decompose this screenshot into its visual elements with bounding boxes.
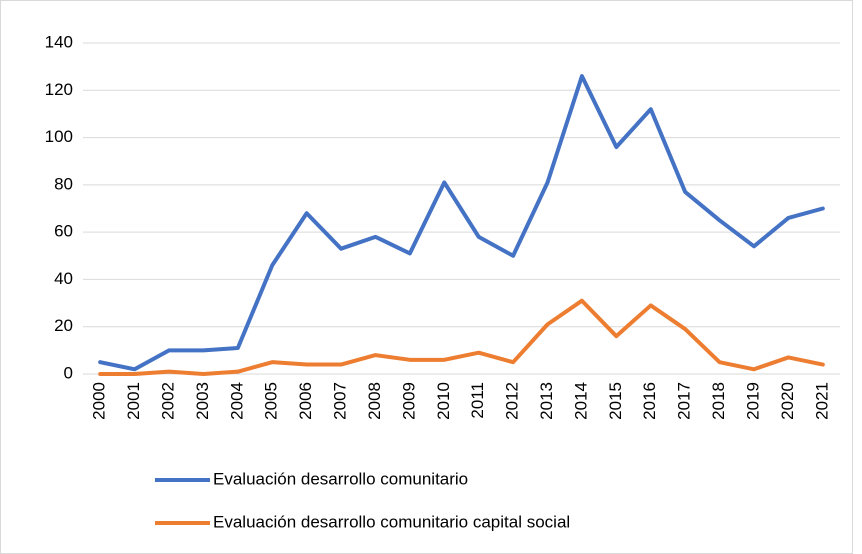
x-tick-label: 2018	[709, 382, 728, 420]
x-tick-label: 2006	[296, 382, 315, 420]
x-tick-label: 2008	[365, 382, 384, 420]
legend-label: Evaluación desarrollo comunitario	[213, 469, 468, 488]
legend-label: Evaluación desarrollo comunitario capita…	[213, 512, 570, 531]
x-tick-label: 2020	[778, 382, 797, 420]
series-line	[98, 298, 825, 376]
y-tick-label: 140	[45, 32, 73, 51]
x-tick-label: 2005	[262, 382, 281, 420]
x-tick-label: 2007	[331, 382, 350, 420]
x-tick-label: 2001	[124, 382, 143, 420]
x-tick-label: 2002	[159, 382, 178, 420]
x-tick-label: 2009	[399, 382, 418, 420]
y-tick-label: 20	[54, 316, 73, 335]
series-line	[98, 74, 825, 372]
x-tick-label: 2016	[640, 382, 659, 420]
x-tick-label: 2017	[675, 382, 694, 420]
y-tick-label: 120	[45, 80, 73, 99]
x-tick-label: 2012	[503, 382, 522, 420]
x-tick-label: 2011	[468, 382, 487, 419]
x-tick-label: 2004	[227, 382, 246, 420]
x-tick-label: 2021	[812, 382, 831, 420]
x-tick-label: 2010	[434, 382, 453, 420]
y-tick-label: 0	[64, 363, 73, 382]
y-tick-label: 100	[45, 127, 73, 146]
x-tick-label: 2015	[606, 382, 625, 420]
y-tick-label: 80	[54, 174, 73, 193]
x-tick-label: 2014	[571, 382, 590, 420]
x-tick-label: 2000	[90, 382, 109, 420]
y-tick-label: 60	[54, 222, 73, 241]
y-tick-label: 40	[54, 269, 73, 288]
x-tick-label: 2003	[193, 382, 212, 420]
x-tick-label: 2019	[743, 382, 762, 420]
x-tick-label: 2013	[537, 382, 556, 420]
